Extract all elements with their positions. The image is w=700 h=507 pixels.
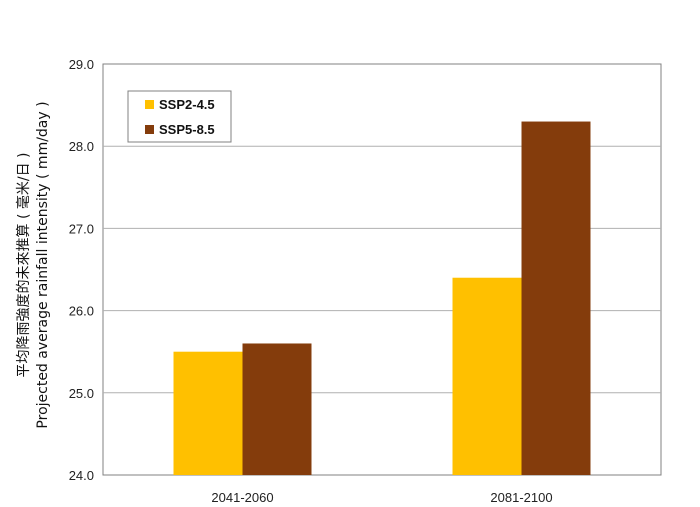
bar-ssp5-8.5-2081-2100 — [521, 121, 591, 475]
y-tick-label: 24.0 — [69, 468, 94, 483]
y-axis-title-chinese: 平均降雨強度的未來推算 ( 毫米/日 ) — [15, 153, 32, 378]
y-tick-label: 28.0 — [69, 139, 94, 154]
x-tick-label: 2081-2100 — [490, 490, 552, 505]
y-tick-labels: 24.0 25.0 26.0 27.0 28.0 29.0 — [69, 57, 94, 483]
y-axis-title-english: Projected average rainfall intensity ( m… — [35, 101, 51, 428]
bar-ssp5-8.5-2041-2060 — [242, 343, 312, 475]
y-tick-label: 29.0 — [69, 57, 94, 72]
y-tick-label: 27.0 — [69, 221, 94, 236]
y-tick-label: 26.0 — [69, 304, 94, 319]
legend-label-ssp2-4.5: SSP2-4.5 — [159, 97, 215, 112]
bar-ssp2-4.5-2081-2100 — [452, 277, 522, 475]
x-tick-label: 2041-2060 — [211, 490, 273, 505]
legend: SSP2-4.5 SSP5-8.5 — [127, 90, 232, 143]
y-tick-label: 25.0 — [69, 386, 94, 401]
legend-swatch-ssp2-4.5 — [145, 100, 154, 109]
bar-ssp2-4.5-2041-2060 — [173, 351, 243, 475]
legend-label-ssp5-8.5: SSP5-8.5 — [159, 122, 215, 137]
legend-swatch-ssp5-8.5 — [145, 125, 154, 134]
x-tick-labels: 2041-2060 2081-2100 — [211, 490, 552, 505]
bars-group — [173, 121, 591, 475]
y-axis-title: 平均降雨強度的未來推算 ( 毫米/日 ) Projected average r… — [15, 101, 51, 428]
